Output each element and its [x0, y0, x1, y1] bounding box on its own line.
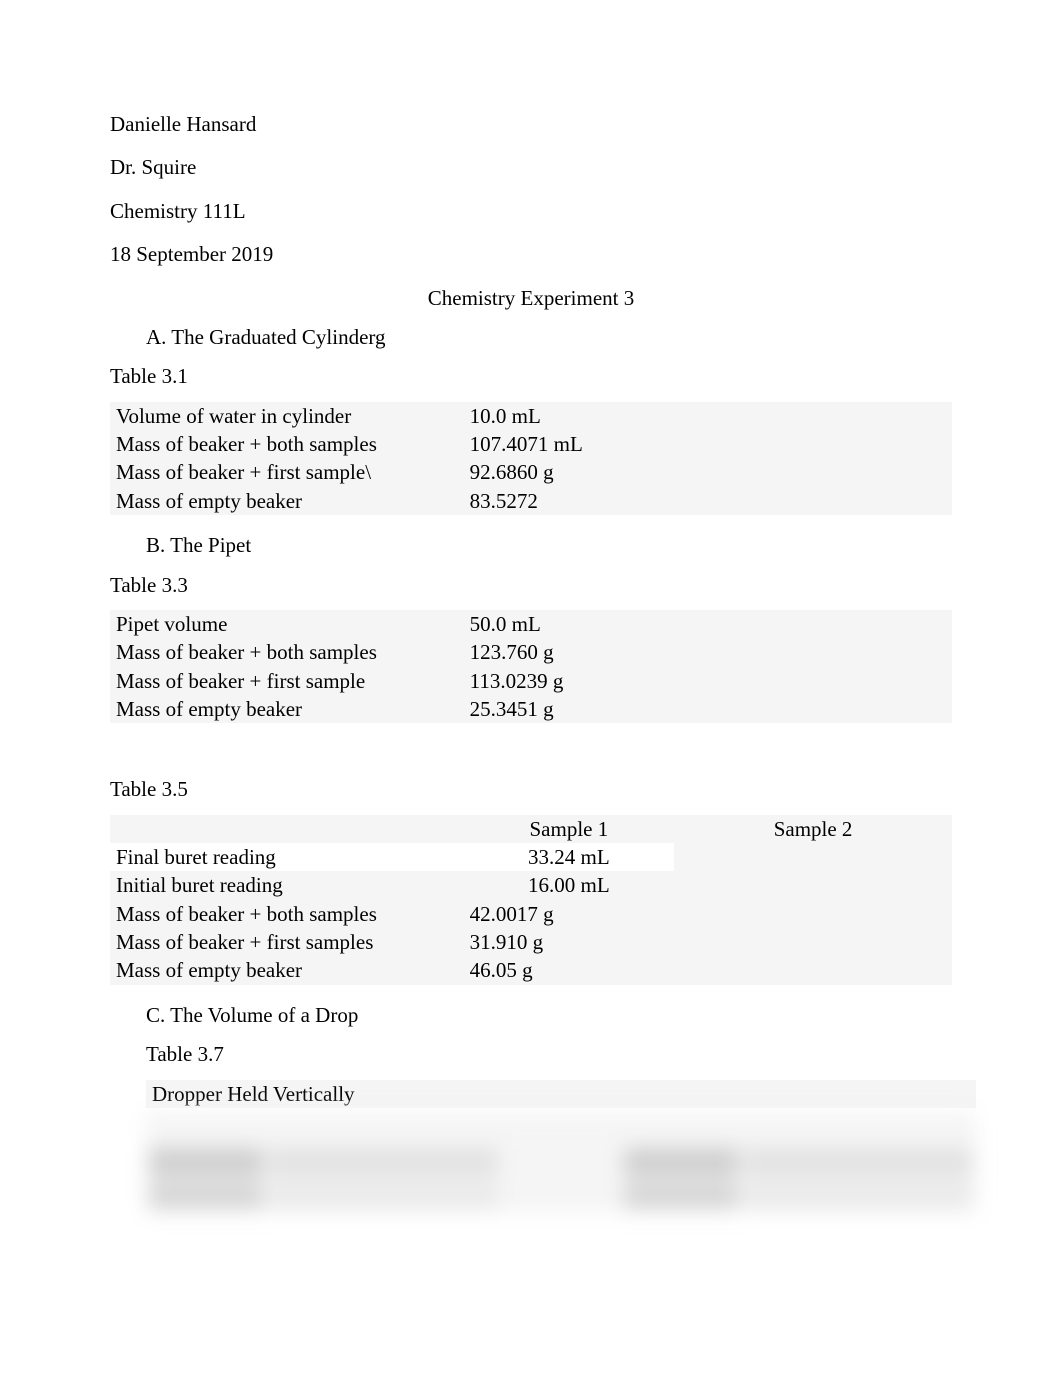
cell-label: Volume of water in cylinder [110, 402, 464, 430]
table-row: Mass of beaker + both samples 42.0017 g [110, 900, 952, 928]
cell-value [674, 956, 952, 984]
cell-value: 46.05 g [464, 956, 675, 984]
cell-label: Mass of beaker + first sample [110, 667, 464, 695]
cell-label: Mass of empty beaker [110, 487, 464, 515]
table-row: Mass of beaker + both samples 107.4071 m… [110, 430, 952, 458]
document-title: Chemistry Experiment 3 [110, 284, 952, 313]
cell-value [674, 900, 952, 928]
cell-label: Pipet volume [110, 610, 464, 638]
cell-label: Final buret reading [110, 843, 464, 871]
cell-header-left: Dropper Held Vertically [146, 1080, 495, 1108]
table-header-row: Sample 1 Sample 2 [110, 815, 952, 843]
table-row: Pipet volume 50.0 mL [110, 610, 952, 638]
table-row: Final buret reading 33.24 mL [110, 843, 952, 871]
table-3-5: Sample 1 Sample 2 Final buret reading 33… [110, 815, 952, 985]
table-row: Initial buret reading 16.00 mL [110, 871, 952, 899]
table-header-row: Dropper Held Vertically [146, 1080, 976, 1108]
cell-value: 10.0 mL [464, 402, 952, 430]
cell-value [674, 928, 952, 956]
cell-value: 33.24 mL [464, 843, 675, 871]
cell-label: Mass of beaker + both samples [110, 430, 464, 458]
cell-value: 92.6860 g [464, 458, 952, 486]
cell-value [674, 871, 952, 899]
table-row: Mass of beaker + first sample 113.0239 g [110, 667, 952, 695]
cell-header: Sample 2 [674, 815, 952, 843]
table-3-7-label: Table 3.7 [146, 1040, 952, 1069]
section-c-heading: C. The Volume of a Drop [146, 1001, 952, 1030]
cell-value: 107.4071 mL [464, 430, 952, 458]
cell-value: 42.0017 g [464, 900, 675, 928]
table-3-3: Pipet volume 50.0 mL Mass of beaker + bo… [110, 610, 952, 723]
author-name: Danielle Hansard [110, 110, 952, 139]
cell-header-right [536, 1080, 976, 1108]
table-3-7-header: Dropper Held Vertically [146, 1080, 976, 1108]
table-row: Mass of empty beaker 46.05 g [110, 956, 952, 984]
cell-value: 31.910 g [464, 928, 675, 956]
table-row: Mass of beaker + first sample\ 92.6860 g [110, 458, 952, 486]
table-row: Volume of water in cylinder 10.0 mL [110, 402, 952, 430]
instructor-name: Dr. Squire [110, 153, 952, 182]
table-3-5-label: Table 3.5 [110, 775, 952, 804]
cell-label: Mass of empty beaker [110, 695, 464, 723]
table-row: Mass of empty beaker 25.3451 g [110, 695, 952, 723]
table-row: Mass of beaker + both samples 123.760 g [110, 638, 952, 666]
cell-header [110, 815, 464, 843]
cell-value [674, 843, 952, 871]
section-a-heading: A. The Graduated Cylinderg [146, 323, 952, 352]
document-date: 18 September 2019 [110, 240, 952, 269]
table-3-3-label: Table 3.3 [110, 571, 952, 600]
cell-value: 83.5272 [464, 487, 952, 515]
cell-label: Mass of beaker + first sample\ [110, 458, 464, 486]
table-3-1-label: Table 3.1 [110, 362, 952, 391]
table-3-7-blurred-body [146, 1112, 976, 1212]
cell-label: Mass of beaker + first samples [110, 928, 464, 956]
cell-header: Sample 1 [464, 815, 675, 843]
cell-value: 50.0 mL [464, 610, 952, 638]
course-name: Chemistry 111L [110, 197, 952, 226]
cell-value: 123.760 g [464, 638, 952, 666]
cell-value: 16.00 mL [464, 871, 675, 899]
cell-gap [495, 1080, 537, 1108]
table-row: Mass of beaker + first samples 31.910 g [110, 928, 952, 956]
cell-label: Mass of beaker + both samples [110, 638, 464, 666]
cell-label: Mass of empty beaker [110, 956, 464, 984]
table-row: Mass of empty beaker 83.5272 [110, 487, 952, 515]
table-3-1: Volume of water in cylinder 10.0 mL Mass… [110, 402, 952, 515]
section-b-heading: B. The Pipet [146, 531, 952, 560]
cell-value: 25.3451 g [464, 695, 952, 723]
cell-label: Initial buret reading [110, 871, 464, 899]
cell-label: Mass of beaker + both samples [110, 900, 464, 928]
cell-value: 113.0239 g [464, 667, 952, 695]
